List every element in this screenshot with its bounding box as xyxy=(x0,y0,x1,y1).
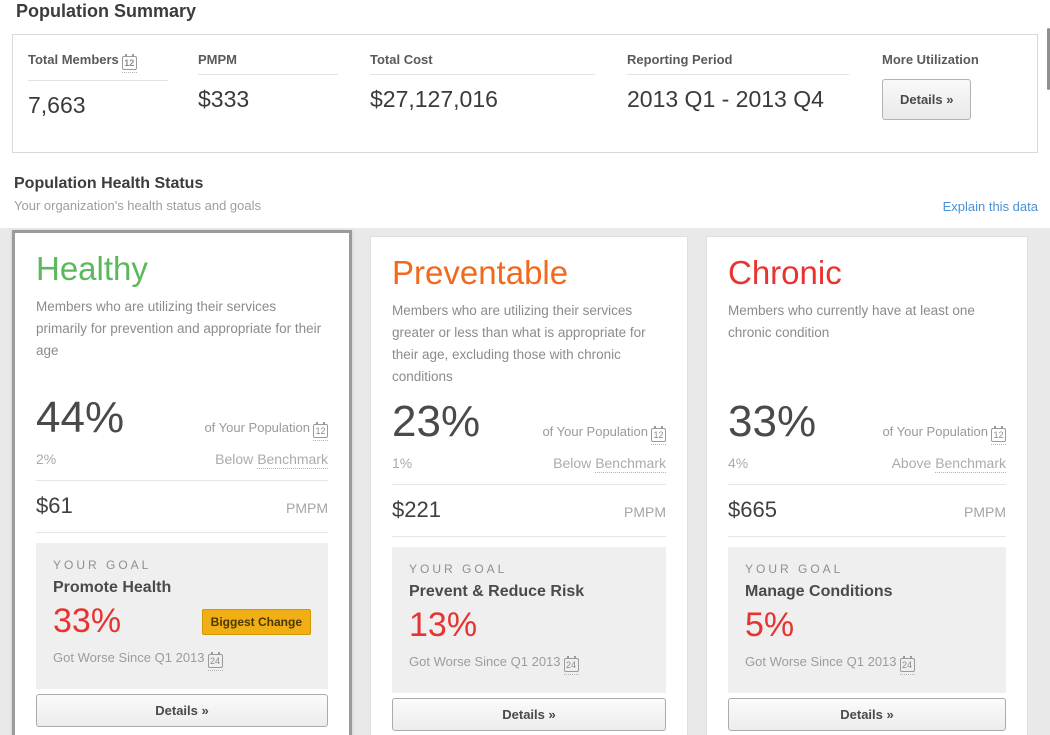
metric-total-cost: Total Cost $27,127,016 xyxy=(370,52,595,113)
calendar-tooltip[interactable]: 12 xyxy=(991,424,1006,446)
benchmark-term[interactable]: Benchmark xyxy=(935,455,1006,474)
metric-pmpm: PMPM $333 xyxy=(198,52,338,113)
goal-box: YOUR GOAL Manage Conditions 5% Got Worse… xyxy=(728,547,1006,693)
pmpm-row: $61 PMPM xyxy=(36,481,328,534)
health-status-cards: Healthy Members who are utilizing their … xyxy=(0,228,1050,735)
card-details-button[interactable]: Details » xyxy=(728,698,1006,731)
goal-name: Manage Conditions xyxy=(745,583,893,601)
benchmark-label: Below Benchmark xyxy=(553,455,666,474)
goal-eyebrow: YOUR GOAL xyxy=(53,558,152,573)
goal-percent: 5% xyxy=(745,606,795,645)
goal-row: 13% xyxy=(409,606,649,645)
card-description: Members who currently have at least one … xyxy=(728,303,975,341)
population-percent: 33% xyxy=(728,397,817,447)
pmpm-label: PMPM xyxy=(964,504,1006,521)
calendar-icon: 12 xyxy=(313,422,328,439)
card-description: Members who are utilizing their services… xyxy=(36,299,322,359)
metric-label: Total Cost xyxy=(370,52,595,75)
goal-box: YOUR GOAL Prevent & Reduce Risk 13% Got … xyxy=(392,547,666,693)
population-row: 44% of Your Population 12 xyxy=(36,393,328,443)
calendar-tooltip[interactable]: 24 xyxy=(563,654,579,675)
card-healthy[interactable]: Healthy Members who are utilizing their … xyxy=(12,230,352,735)
population-row: 33% of Your Population 12 xyxy=(728,397,1006,447)
reporting-period-value: 2013 Q1 - 2013 Q4 xyxy=(627,86,824,112)
population-summary-title: Population Summary xyxy=(16,1,197,21)
benchmark-label: Below Benchmark xyxy=(215,451,328,470)
card-chronic[interactable]: Chronic Members who currently have at le… xyxy=(706,236,1028,735)
utilization-details-button[interactable]: Details » xyxy=(882,79,972,120)
calendar-icon: 24 xyxy=(207,651,223,668)
population-summary-card: Total Members 12 7,663 PMPM $333 Total Co… xyxy=(12,34,1038,153)
population-health-status-title: Population Health Status xyxy=(14,175,204,192)
benchmark-row: 4% Above Benchmark xyxy=(728,455,1006,486)
calendar-icon: 24 xyxy=(563,655,579,672)
pmpm-row: $665 PMPM xyxy=(728,485,1006,538)
metric-reporting-period: Reporting Period 2013 Q1 - 2013 Q4 xyxy=(627,52,849,113)
benchmark-term[interactable]: Benchmark xyxy=(257,451,328,470)
calendar-icon: 24 xyxy=(899,655,915,672)
population-percent: 23% xyxy=(392,397,481,447)
calendar-icon: 12 xyxy=(121,54,137,70)
calendar-tooltip[interactable]: 12 xyxy=(121,52,137,73)
calendar-tooltip[interactable]: 24 xyxy=(899,654,915,675)
population-label: of Your Population 12 xyxy=(882,424,1006,446)
card-title: Chronic xyxy=(728,254,842,291)
benchmark-row: 2% Below Benchmark xyxy=(36,451,328,482)
metric-more-utilization: More Utilization Details » xyxy=(882,52,979,120)
population-label: of Your Population 12 xyxy=(542,424,666,446)
scrollbar-thumb[interactable] xyxy=(1047,28,1050,90)
goal-percent: 13% xyxy=(409,606,478,645)
benchmark-delta: 2% xyxy=(36,451,57,468)
calendar-tooltip[interactable]: 12 xyxy=(651,424,666,446)
metric-label: More Utilization xyxy=(882,52,979,67)
benchmark-term[interactable]: Benchmark xyxy=(595,455,666,474)
total-members-value: 7,663 xyxy=(28,92,86,118)
metric-label: Total Members 12 xyxy=(28,52,168,81)
goal-row: 33% Biggest Change xyxy=(53,602,311,641)
pmpm-value: $61 xyxy=(36,493,73,519)
calendar-icon: 12 xyxy=(991,426,1006,443)
benchmark-label: Above Benchmark xyxy=(891,455,1006,474)
goal-trend: Got Worse Since Q1 2013 24 xyxy=(53,650,311,671)
goal-name: Promote Health xyxy=(53,579,172,597)
goal-box: YOUR GOAL Promote Health 33% Biggest Cha… xyxy=(36,543,328,689)
card-title: Healthy xyxy=(36,250,148,287)
benchmark-delta: 1% xyxy=(392,455,413,472)
benchmark-row: 1% Below Benchmark xyxy=(392,455,666,486)
health-status-subtitle: Your organization's health status and go… xyxy=(14,198,262,213)
pmpm-value: $221 xyxy=(392,497,441,523)
card-details-button[interactable]: Details » xyxy=(392,698,666,731)
goal-eyebrow: YOUR GOAL xyxy=(745,562,844,577)
total-cost-value: $27,127,016 xyxy=(370,86,498,112)
population-row: 23% of Your Population 12 xyxy=(392,397,666,447)
calendar-icon: 12 xyxy=(651,426,666,443)
goal-eyebrow: YOUR GOAL xyxy=(409,562,508,577)
population-label: of Your Population 12 xyxy=(204,420,328,442)
explain-this-data-link[interactable]: Explain this data xyxy=(942,199,1038,214)
calendar-tooltip[interactable]: 12 xyxy=(313,420,328,442)
pmpm-label: PMPM xyxy=(286,500,328,517)
metric-label: Reporting Period xyxy=(627,52,849,75)
goal-trend: Got Worse Since Q1 2013 24 xyxy=(745,654,989,675)
metric-label: PMPM xyxy=(198,52,338,75)
calendar-tooltip[interactable]: 24 xyxy=(207,650,223,671)
goal-name: Prevent & Reduce Risk xyxy=(409,583,585,601)
card-details-button[interactable]: Details » xyxy=(36,694,328,727)
goal-trend: Got Worse Since Q1 2013 24 xyxy=(409,654,649,675)
pmpm-row: $221 PMPM xyxy=(392,485,666,538)
goal-row: 5% xyxy=(745,606,989,645)
population-percent: 44% xyxy=(36,393,125,443)
metric-total-members: Total Members 12 7,663 xyxy=(28,52,168,119)
goal-percent: 33% xyxy=(53,602,122,641)
card-description: Members who are utilizing their services… xyxy=(392,303,646,385)
biggest-change-badge: Biggest Change xyxy=(201,608,311,635)
pmpm-value: $333 xyxy=(198,86,250,112)
pmpm-value: $665 xyxy=(728,497,777,523)
card-title: Preventable xyxy=(392,254,569,291)
card-preventable[interactable]: Preventable Members who are utilizing th… xyxy=(370,236,688,735)
pmpm-label: PMPM xyxy=(624,504,666,521)
benchmark-delta: 4% xyxy=(728,455,749,472)
